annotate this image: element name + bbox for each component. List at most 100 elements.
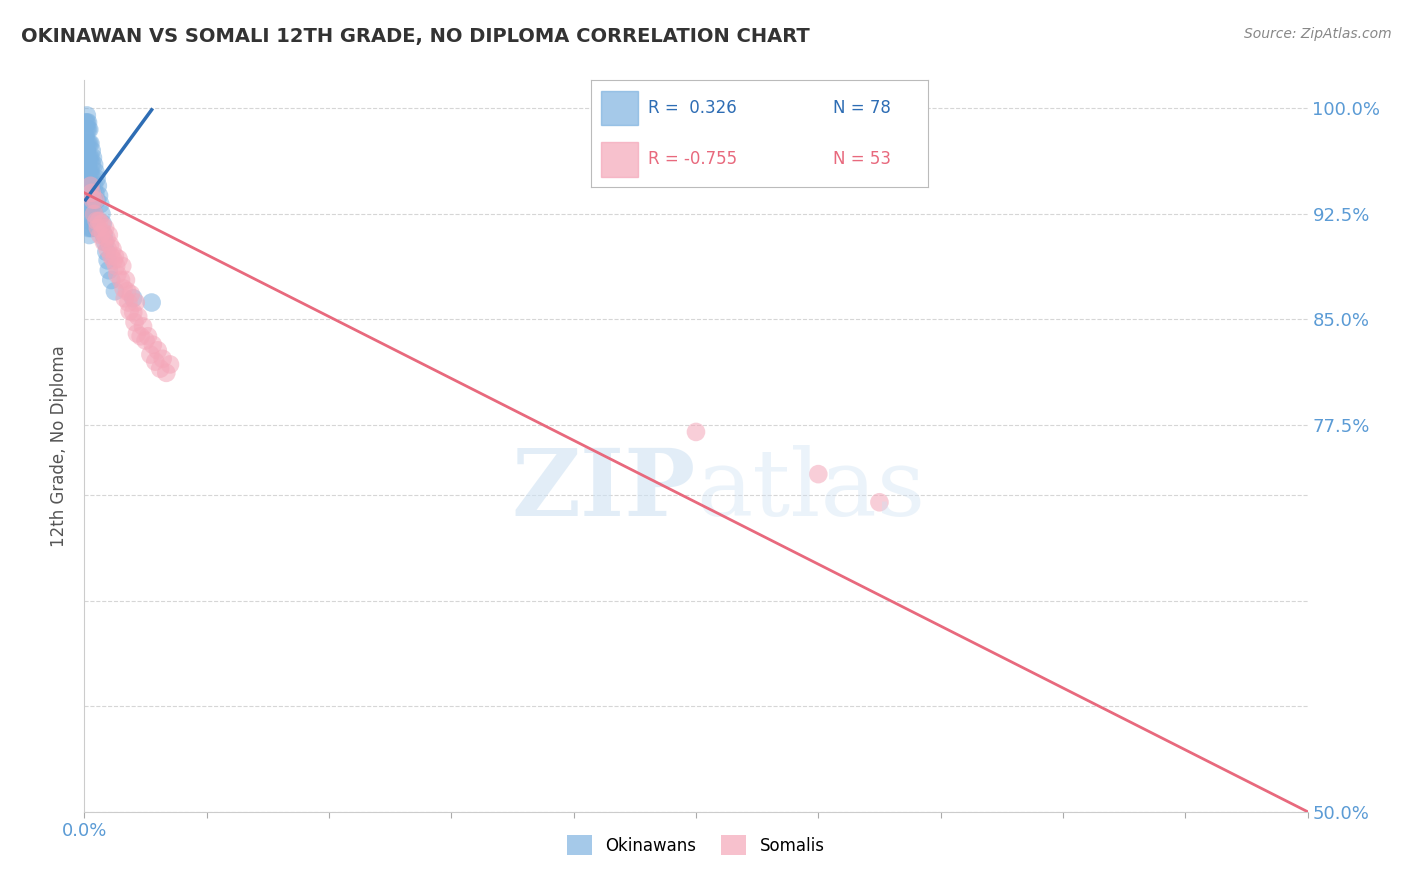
Text: N = 53: N = 53 bbox=[834, 151, 891, 169]
Point bbox=[83, 207, 105, 221]
Point bbox=[75, 171, 97, 186]
Point bbox=[76, 186, 98, 200]
Point bbox=[146, 343, 169, 358]
Point bbox=[76, 108, 98, 122]
Point bbox=[87, 221, 110, 235]
Point bbox=[103, 253, 125, 268]
Point bbox=[82, 171, 104, 186]
Point bbox=[93, 235, 115, 249]
Point bbox=[77, 165, 100, 179]
Point bbox=[135, 334, 157, 348]
Point bbox=[77, 221, 100, 235]
Point bbox=[86, 221, 108, 235]
Point bbox=[125, 295, 148, 310]
Point bbox=[75, 158, 97, 172]
Point bbox=[76, 165, 98, 179]
Point bbox=[79, 151, 101, 165]
Point bbox=[76, 171, 98, 186]
Point bbox=[86, 193, 108, 207]
Point bbox=[159, 358, 181, 372]
Text: Source: ZipAtlas.com: Source: ZipAtlas.com bbox=[1244, 27, 1392, 41]
Point bbox=[82, 151, 104, 165]
Point bbox=[105, 268, 128, 282]
Point bbox=[122, 291, 145, 305]
Point bbox=[87, 188, 110, 202]
Point bbox=[77, 151, 100, 165]
Point bbox=[869, 495, 891, 509]
Point bbox=[76, 115, 98, 129]
Point bbox=[83, 178, 105, 193]
Point bbox=[115, 285, 138, 299]
Point bbox=[83, 158, 105, 172]
Point bbox=[143, 354, 166, 368]
Point bbox=[76, 151, 98, 165]
Point bbox=[94, 221, 117, 235]
Point bbox=[75, 178, 97, 193]
Point bbox=[79, 136, 101, 151]
Point bbox=[91, 217, 114, 231]
Point bbox=[77, 158, 100, 172]
Legend: Okinawans, Somalis: Okinawans, Somalis bbox=[561, 829, 831, 862]
Point bbox=[100, 273, 122, 287]
Point bbox=[104, 249, 127, 263]
Point bbox=[77, 136, 100, 151]
Point bbox=[77, 178, 100, 193]
Point bbox=[132, 319, 155, 334]
Text: R = -0.755: R = -0.755 bbox=[648, 151, 737, 169]
Text: N = 78: N = 78 bbox=[834, 99, 891, 117]
Text: ZIP: ZIP bbox=[512, 445, 696, 535]
Point bbox=[142, 337, 165, 351]
Point bbox=[77, 200, 100, 214]
Y-axis label: 12th Grade, No Diploma: 12th Grade, No Diploma bbox=[51, 345, 69, 547]
Point bbox=[76, 200, 98, 214]
Point bbox=[127, 310, 149, 324]
Point bbox=[79, 178, 101, 193]
Text: R =  0.326: R = 0.326 bbox=[648, 99, 737, 117]
Point bbox=[82, 193, 104, 207]
Point bbox=[86, 214, 108, 228]
Point bbox=[79, 221, 101, 235]
Point bbox=[80, 158, 103, 172]
Point bbox=[84, 214, 107, 228]
Point bbox=[97, 227, 120, 242]
Point bbox=[105, 259, 128, 273]
Point bbox=[76, 158, 98, 172]
Point bbox=[77, 115, 100, 129]
Point bbox=[120, 287, 142, 301]
Point bbox=[77, 122, 100, 136]
Point bbox=[80, 144, 103, 158]
Point bbox=[96, 244, 118, 259]
Point bbox=[97, 242, 120, 256]
Point bbox=[94, 235, 117, 249]
Point bbox=[82, 214, 104, 228]
Point bbox=[75, 129, 97, 144]
Point bbox=[75, 115, 97, 129]
Point bbox=[97, 253, 120, 268]
Point bbox=[129, 329, 152, 343]
Point bbox=[75, 136, 97, 151]
Point bbox=[90, 207, 112, 221]
Point bbox=[117, 295, 139, 310]
Point bbox=[77, 165, 100, 179]
Point bbox=[77, 227, 100, 242]
Point bbox=[89, 197, 111, 211]
Point bbox=[125, 326, 148, 341]
Point bbox=[79, 186, 101, 200]
Point bbox=[77, 178, 100, 193]
Point bbox=[139, 348, 162, 362]
Point bbox=[80, 178, 103, 193]
Point bbox=[77, 214, 100, 228]
Point bbox=[141, 295, 163, 310]
Point bbox=[84, 186, 107, 200]
Point bbox=[101, 242, 124, 256]
Point bbox=[86, 171, 108, 186]
Point bbox=[107, 252, 129, 266]
Point bbox=[77, 207, 100, 221]
Point bbox=[77, 193, 100, 207]
Point bbox=[84, 193, 107, 207]
Point bbox=[79, 200, 101, 214]
Point bbox=[122, 305, 145, 319]
Point bbox=[83, 207, 105, 221]
Point bbox=[76, 136, 98, 151]
Point bbox=[100, 249, 122, 263]
